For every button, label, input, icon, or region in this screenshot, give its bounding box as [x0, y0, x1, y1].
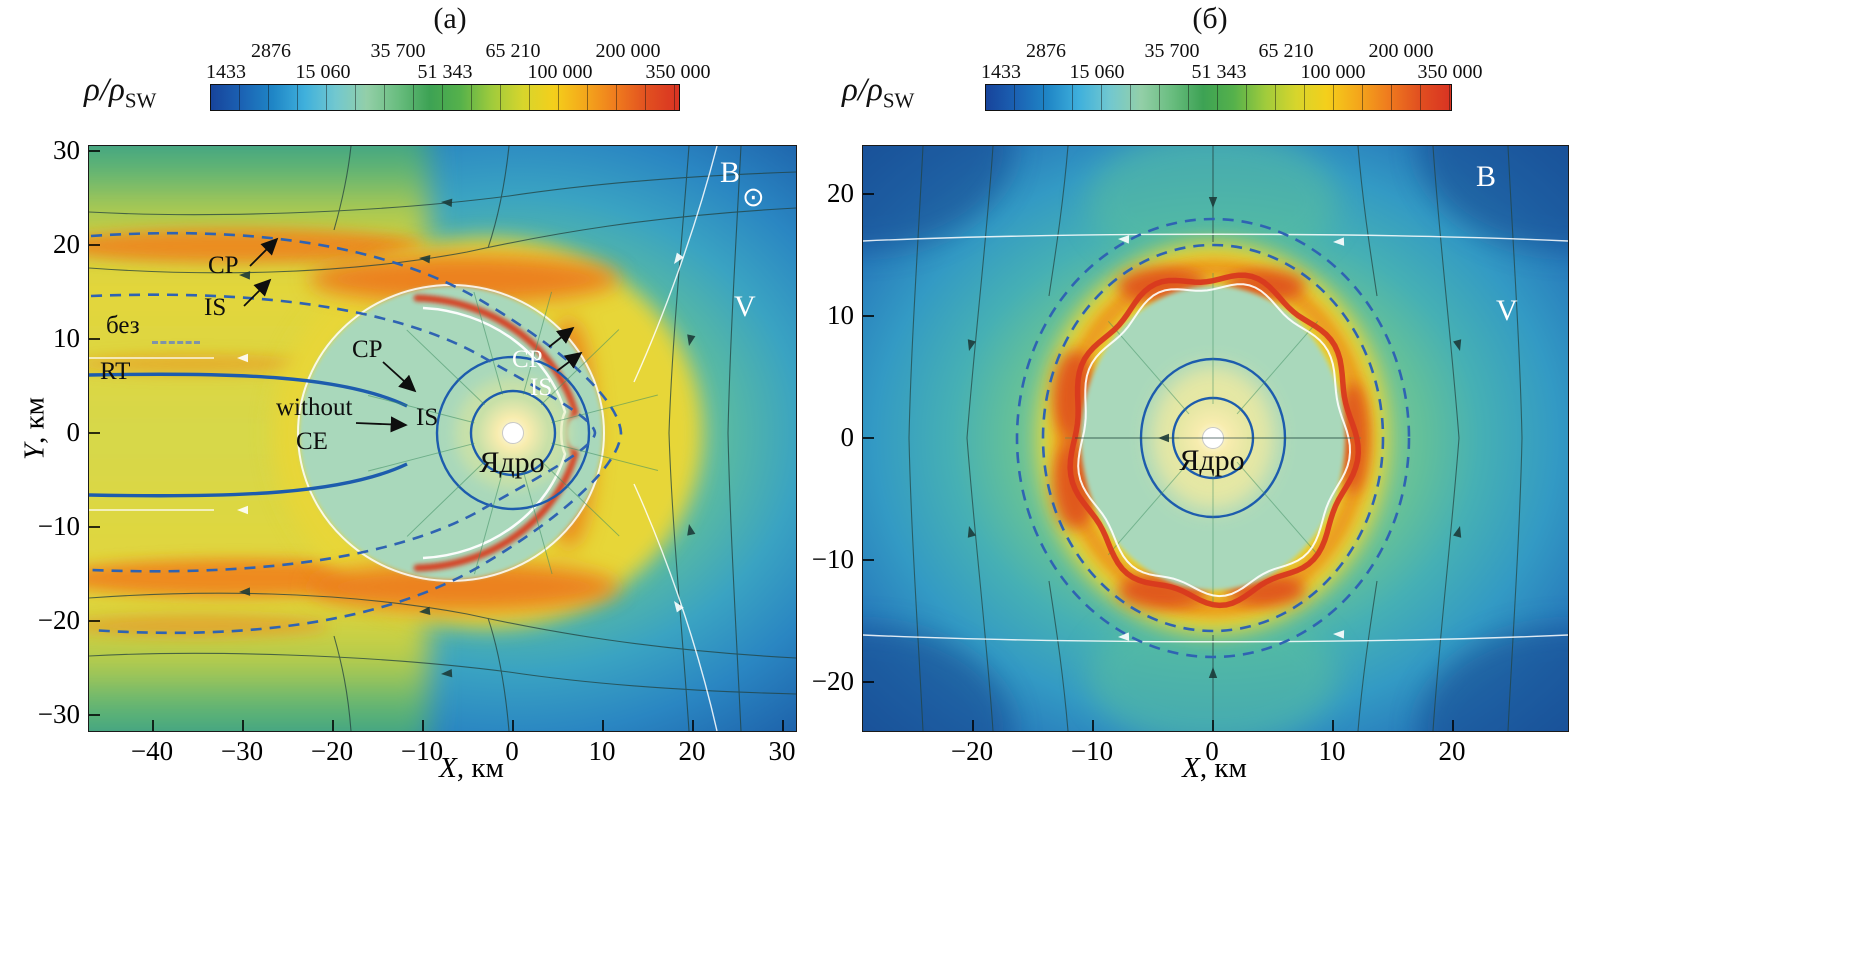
y-tick-label: 10: [53, 323, 80, 353]
ce-label: CE: [296, 428, 328, 455]
bez-label: без: [106, 312, 140, 339]
colorbar-tick-label: 100 000: [527, 61, 593, 83]
x-tick-label: −20: [950, 736, 994, 766]
cp-outer-label: CP: [208, 252, 239, 279]
panel-b-title: (б): [1192, 2, 1228, 35]
y-tick-label: 0: [66, 417, 81, 447]
colorbar-tick-label: 1433: [981, 61, 1021, 83]
is-mid-label: IS: [416, 404, 439, 431]
panel-a-colorbar-label: ρ/ρSW: [84, 72, 157, 113]
plot-area-b: [862, 145, 1569, 732]
y-tick-label: −30: [37, 699, 80, 729]
is-front-label: IS: [530, 374, 553, 401]
x-axis-label-b: X, км: [1182, 752, 1247, 784]
x-tick-label: −20: [310, 736, 354, 766]
velocity-label-b: V: [1496, 294, 1518, 327]
nucleus-label-a: Ядро: [479, 446, 545, 479]
density-field-b: [863, 146, 1568, 731]
colorbar-separators: [211, 85, 679, 110]
x-tick-label: −10: [400, 736, 444, 766]
colorbar-tick-label: 350 000: [1417, 61, 1483, 83]
x-tick-label: 20: [1438, 736, 1466, 766]
x-axis-label-a: X, км: [439, 752, 504, 784]
b-out-of-plane-icon: ⊙: [742, 182, 765, 212]
colorbar-tick-label: 65 210: [485, 40, 541, 62]
colorbar-gradient: [211, 85, 679, 110]
colorbar-separators: [986, 85, 1451, 110]
y-tick-label: −10: [37, 511, 80, 541]
nucleus-label-b: Ядро: [1179, 444, 1245, 477]
dashed-line-legend-sample: [152, 341, 200, 344]
y-tick-label: −20: [811, 666, 854, 696]
colorbar-tick-label: 15 060: [1069, 61, 1125, 83]
colorbar-tick-label: 2876: [1026, 40, 1066, 62]
colorbar-tick-label: 2876: [251, 40, 291, 62]
colorbar-tick-label: 15 060: [295, 61, 351, 83]
x-tick-label: −40: [130, 736, 174, 766]
colorbar-gradient: [986, 85, 1451, 110]
cp-mid-label: CP: [352, 336, 383, 363]
b-field-label-a: B: [720, 156, 741, 189]
y-tick-label: −10: [811, 544, 854, 574]
cp-front-label: CP: [512, 346, 543, 373]
y-tick-label: 20: [827, 178, 854, 208]
is-outer-label: IS: [204, 294, 227, 321]
y-axis-label-a: Y, км: [18, 396, 51, 461]
x-tick-label: 10: [588, 736, 616, 766]
b-field-label-b: B: [1476, 160, 1497, 193]
panel-a-title: (а): [433, 2, 467, 35]
x-tick-label: −30: [220, 736, 264, 766]
y-tick-label: −20: [37, 605, 80, 635]
x-tick-label: 30: [768, 736, 796, 766]
x-tick-label: −10: [1070, 736, 1114, 766]
colorbar-tick-label: 51 343: [417, 61, 473, 83]
colorbar-tick-label: 200 000: [1368, 40, 1434, 62]
colorbar-tick-label: 350 000: [645, 61, 711, 83]
panel-b-colorbar-label: ρ/ρSW: [842, 72, 915, 113]
x-tick-label: 0: [505, 736, 519, 766]
y-tick-label: 20: [53, 229, 80, 259]
colorbar-tick-label: 51 343: [1191, 61, 1247, 83]
x-tick-label: 10: [1318, 736, 1346, 766]
colorbar-tick-label: 1433: [206, 61, 246, 83]
y-tick-label: 30: [53, 135, 80, 165]
rt-label: RT: [100, 358, 131, 385]
colorbar-tick-label: 65 210: [1258, 40, 1314, 62]
velocity-label-a: V: [734, 290, 756, 323]
y-tick-label: 0: [840, 422, 855, 452]
colorbar-b: [985, 84, 1452, 111]
y-tick-label: 10: [827, 300, 854, 330]
colorbar-tick-label: 100 000: [1300, 61, 1366, 83]
x-tick-label: 0: [1205, 736, 1219, 766]
colorbar-a: [210, 84, 680, 111]
colorbar-tick-label: 35 700: [1144, 40, 1200, 62]
x-tick-label: 20: [678, 736, 706, 766]
density-field-a: [89, 146, 796, 731]
without-label: without: [276, 394, 353, 421]
colorbar-tick-label: 35 700: [370, 40, 426, 62]
plot-area-a: [88, 145, 797, 732]
colorbar-tick-label: 200 000: [595, 40, 661, 62]
